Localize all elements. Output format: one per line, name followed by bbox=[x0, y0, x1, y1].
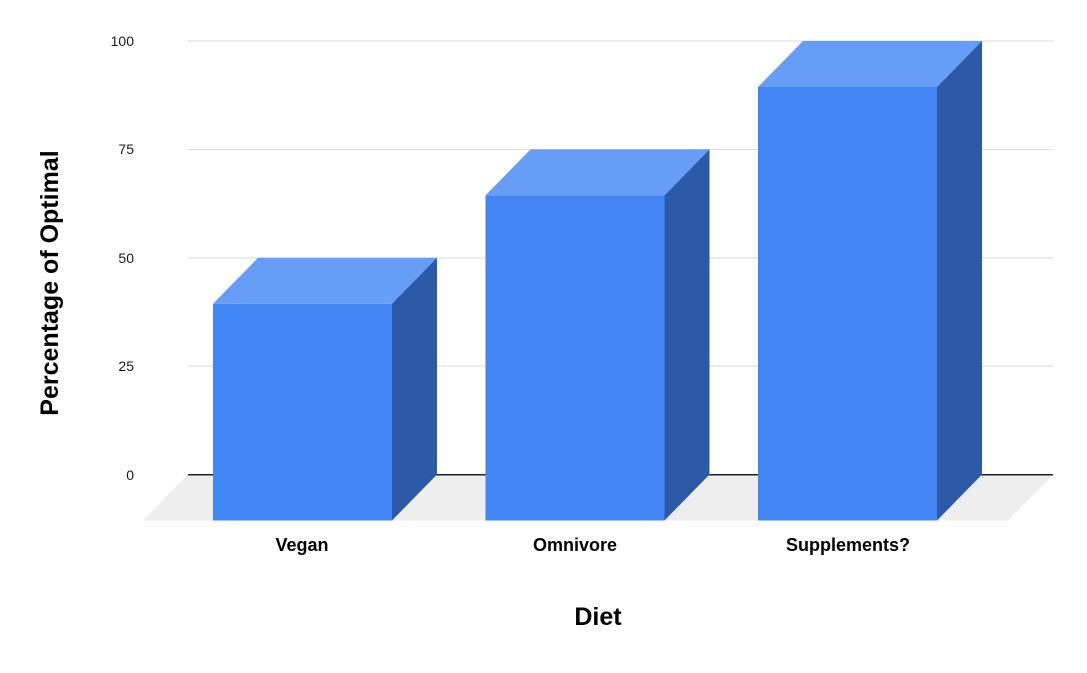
y-tick-label-50: 50 bbox=[118, 250, 134, 266]
y-axis-title: Percentage of Optimal bbox=[36, 150, 64, 416]
x-axis-title: Diet bbox=[574, 603, 622, 631]
category-label-vegan: Vegan bbox=[275, 535, 329, 555]
bar-supplements-side[interactable] bbox=[937, 41, 982, 521]
bar-omnivore-side[interactable] bbox=[664, 149, 710, 521]
bar-vegan-front[interactable] bbox=[213, 303, 392, 521]
bar-omnivore-front[interactable] bbox=[485, 195, 665, 521]
y-tick-label-75: 75 bbox=[118, 141, 134, 157]
y-tick-label-25: 25 bbox=[118, 358, 134, 374]
bar-supplements-front[interactable] bbox=[758, 87, 937, 521]
bar-vegan-top[interactable] bbox=[213, 257, 437, 304]
bar-omnivore-top[interactable] bbox=[485, 149, 710, 196]
bar-supplements-top[interactable] bbox=[758, 41, 982, 87]
y-tick-label-0: 0 bbox=[126, 467, 134, 483]
bar-vegan-side[interactable] bbox=[392, 257, 437, 521]
y-tick-label-100: 100 bbox=[110, 33, 134, 49]
category-label-omnivore: Omnivore bbox=[532, 535, 618, 555]
category-label-supplements: Supplements? bbox=[785, 535, 910, 555]
